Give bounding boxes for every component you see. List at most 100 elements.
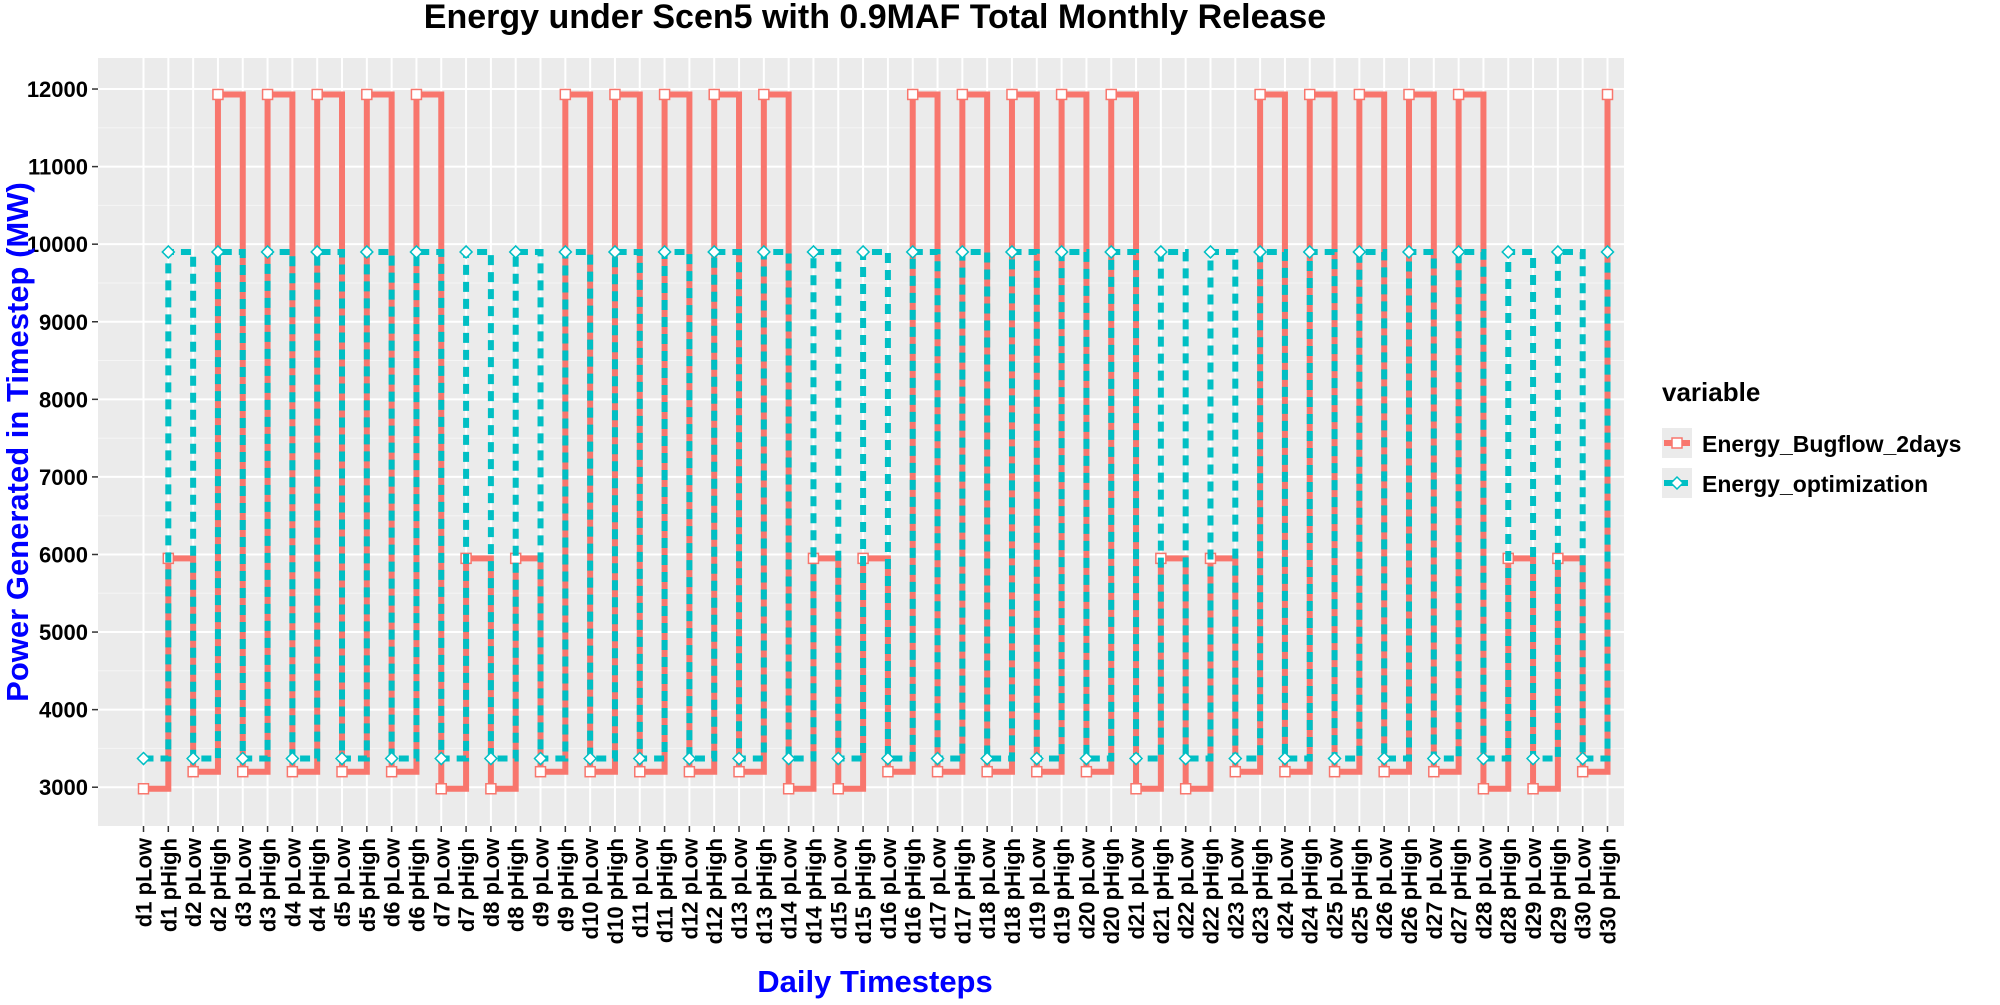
x-tick-label: d21 pLow [1124,837,1149,939]
data-point-1 [1451,244,1466,260]
data-point-1 [260,244,275,260]
data-point-0 [1378,765,1390,778]
data-point-1 [707,244,722,260]
data-point-0 [1229,765,1242,778]
data-point-0 [1477,783,1490,795]
data-point-1 [1525,751,1541,766]
x-tick-label: d25 pLow [1323,837,1348,939]
x-axis: d1 pLow d1 pHigh d2 pLow d2 pHigh d3 pLow d3 … [132,826,1621,944]
x-tick-label: d11 pHigh [653,838,678,943]
data-point-0 [956,88,969,101]
x-tick-label: d10 pHigh [603,838,628,944]
x-tick-label: d25 pHigh [1347,838,1372,944]
x-tick-label: d23 pHigh [1248,838,1273,944]
data-point-1 [508,244,523,260]
data-point-1 [607,244,623,260]
x-tick-label: d22 pLow [1174,837,1199,939]
legend-label-bugflow: Energy_Bugflow_2days [1702,431,1961,457]
data-point-0 [311,88,323,101]
data-point-1 [1277,751,1292,766]
data-point-0 [410,88,423,101]
data-point-0 [1179,783,1192,795]
data-point-0 [1353,88,1366,101]
y-tick-label: 11000 [28,155,88,180]
data-point-0 [1601,88,1614,101]
x-tick-label: d5 pHigh [355,838,380,932]
y-tick-label: 9000 [39,310,88,335]
data-point-1 [583,751,598,766]
data-point-1 [731,751,747,766]
data-point-1 [905,244,920,260]
data-point-1 [1600,244,1615,260]
x-tick-label: d29 pLow [1521,837,1546,939]
data-point-1 [980,751,995,766]
x-tick-label: d21 pHigh [1149,838,1174,944]
data-point-1 [1501,244,1516,260]
y-tick-label: 3000 [39,775,88,800]
data-point-0 [1303,88,1316,101]
data-point-0 [385,765,398,778]
x-tick-label: d8 pLow [479,837,504,927]
data-point-1 [682,751,697,766]
chart-title: Energy under Scen5 with 0.9MAF Total Mon… [424,0,1326,36]
x-tick-label: d17 pLow [926,837,951,939]
data-point-0 [435,783,448,795]
data-point-1 [136,751,151,766]
data-point-1 [930,751,945,766]
data-point-0 [534,765,547,778]
data-point-0 [1105,88,1117,101]
data-point-0 [336,765,348,778]
data-point-1 [310,244,325,260]
y-axis-label: Power Generated in Timestep (MW) [0,182,35,702]
x-tick-label: d14 pLow [777,837,802,939]
x-tick-label: d4 pHigh [305,838,330,932]
data-point-1 [1377,751,1392,766]
data-point-0 [733,765,745,778]
data-point-0 [658,88,671,101]
x-tick-label: d24 pLow [1273,837,1298,939]
data-point-0 [683,765,696,778]
legend: variable Energy_Bugflow_2days Energy_opt… [1662,377,1961,498]
data-point-0 [1130,783,1142,795]
x-tick-label: d20 pHigh [1099,838,1124,944]
data-point-1 [1153,244,1168,260]
series-line-1 [143,248,1611,762]
data-point-0 [286,765,299,778]
data-point-1 [1104,244,1119,260]
x-tick-label: d20 pLow [1074,837,1099,939]
y-tick-label: 6000 [39,542,88,567]
data-point-0 [1527,783,1539,795]
x-axis-label: Daily Timesteps [757,964,992,999]
data-point-1 [806,244,821,260]
x-tick-label: d6 pLow [380,837,405,927]
x-tick-label: d19 pHigh [1050,838,1075,944]
data-point-0 [187,765,199,778]
data-point-0 [1080,765,1093,778]
data-point-0 [361,88,373,101]
x-tick-label: d6 pHigh [404,838,429,932]
x-tick-label: d23 pLow [1223,837,1248,939]
x-tick-label: d4 pLow [280,837,305,927]
data-point-1 [1004,244,1020,260]
x-tick-label: d15 pLow [826,837,851,939]
data-point-1 [434,751,449,766]
x-tick-label: d14 pHigh [801,838,826,944]
data-point-0 [1576,765,1589,778]
data-point-0 [212,88,224,101]
x-tick-label: d12 pLow [677,837,702,939]
data-point-1 [161,244,176,260]
data-point-1 [409,244,424,260]
data-point-0 [559,88,572,101]
data-point-0 [1006,88,1018,101]
data-point-1 [186,751,201,766]
x-tick-label: d3 pHigh [256,838,281,932]
data-point-1 [1352,244,1367,260]
data-point-1 [1203,244,1218,260]
x-tick-label: d30 pLow [1571,837,1596,939]
data-point-1 [285,751,300,766]
data-point-0 [1452,88,1465,101]
x-tick-label: d1 pLow [132,837,157,927]
x-tick-label: d18 pLow [975,837,1000,939]
x-tick-label: d7 pLow [429,837,454,927]
